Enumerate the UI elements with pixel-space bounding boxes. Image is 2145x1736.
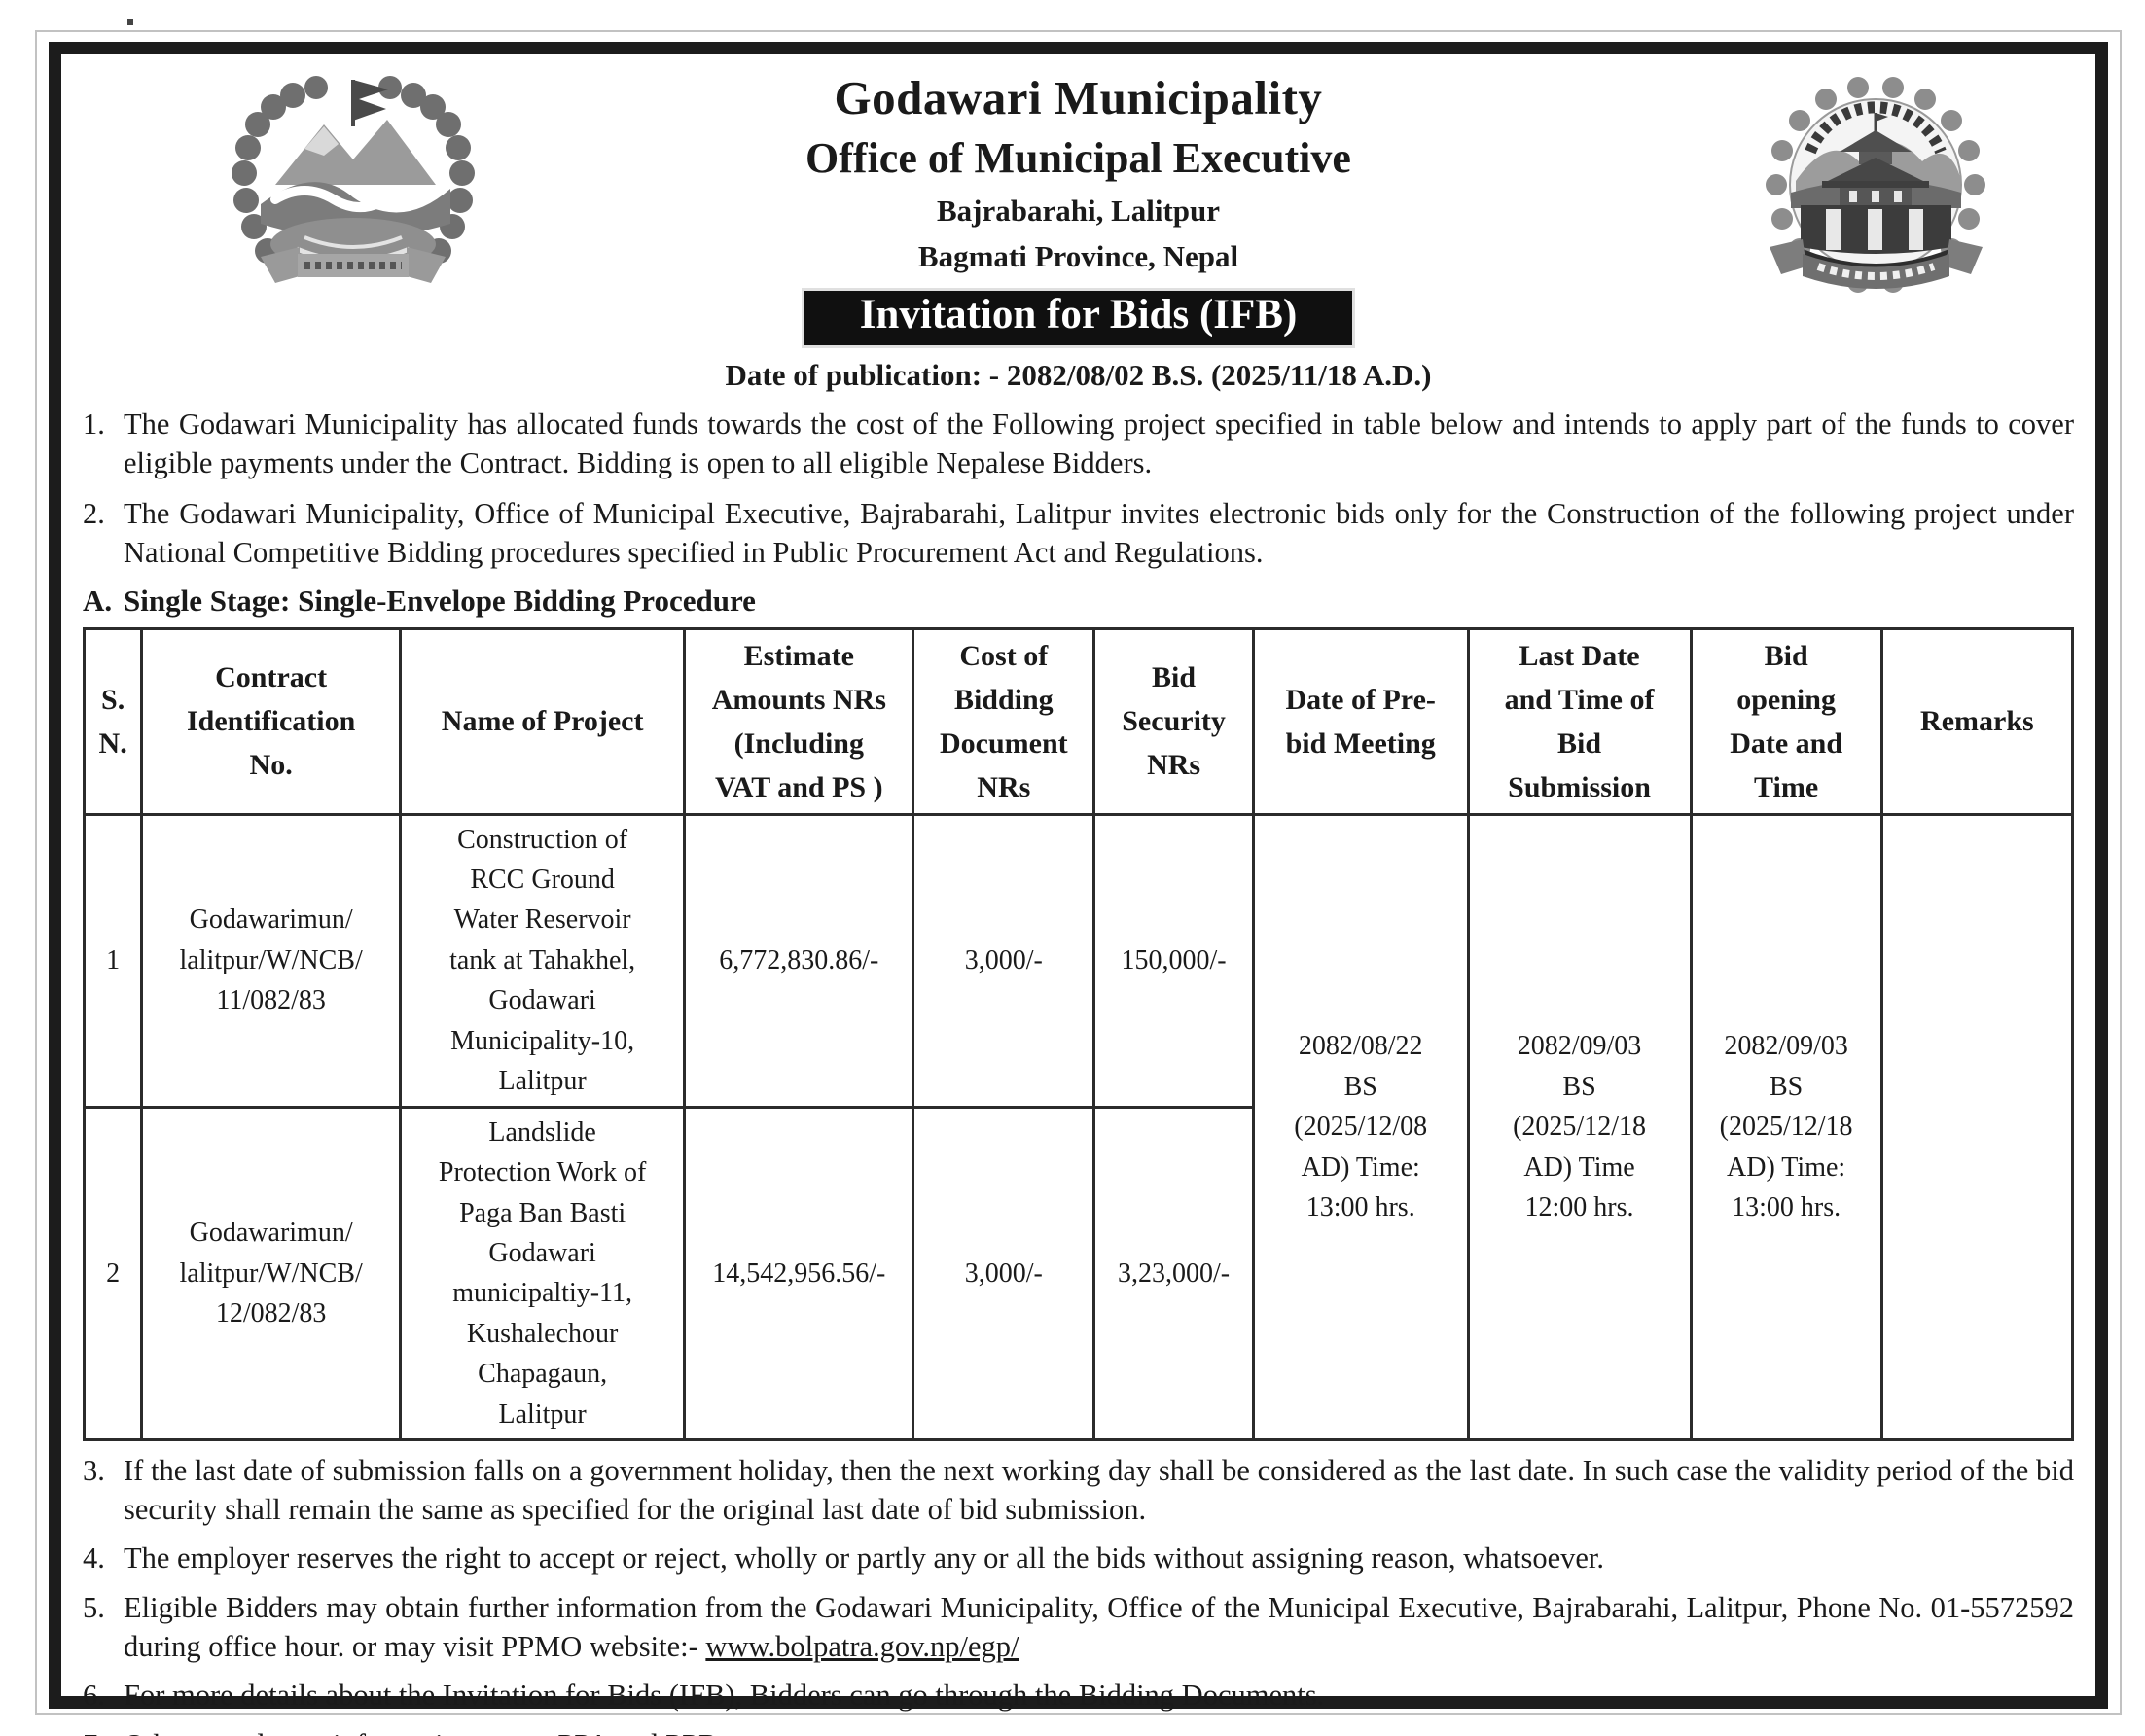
cell-prebid-meeting: 2082/08/22 BS (2025/12/08 AD) Time: 13:0… [1251, 812, 1470, 1442]
bids-table: S. N. Contract Identification No. Name o… [82, 626, 2075, 1442]
table-header-row: S. N. Contract Identification No. Name o… [82, 626, 2075, 816]
section-title: Single Stage: Single-Envelope Bidding Pr… [124, 583, 756, 618]
col-header-estimate: Estimate Amounts NRs (Including VAT and … [683, 626, 915, 816]
note-item-3: 3. If the last date of submission falls … [83, 1452, 2074, 1529]
scan-artifact-dot [127, 19, 133, 25]
cell-doc-cost: 3,000/- [912, 812, 1096, 1109]
cell-bid-security: 150,000/- [1092, 812, 1255, 1109]
scan-outer-line [35, 30, 2122, 1715]
nepal-coat-of-arms-icon [207, 66, 499, 290]
list-item-text: Eligible Bidders may obtain further info… [124, 1589, 2074, 1666]
cell-estimate: 14,542,956.56/- [683, 1105, 915, 1442]
cell-estimate: 6,772,830.86/- [683, 812, 915, 1109]
list-item-text: The Godawari Municipality has allocated … [124, 407, 2074, 479]
list-item-number: 1. [83, 407, 105, 441]
col-header-project-name: Name of Project [398, 626, 687, 816]
note-item-5: 5. Eligible Bidders may obtain further i… [83, 1589, 2074, 1666]
cell-sn: 2 [82, 1105, 144, 1442]
note-5-text: Eligible Bidders may obtain further info… [124, 1591, 2074, 1663]
cell-bid-opening: 2082/09/03 BS (2025/12/18 AD) Time: 13:0… [1689, 812, 1883, 1442]
list-item-number: 6. [83, 1679, 105, 1713]
province-line: Bagmati Province, Nepal [917, 239, 1239, 273]
col-header-prebid-meeting: Date of Pre- bid Meeting [1251, 626, 1470, 816]
note-item-7: 7. Other mandatory information as per PP… [83, 1726, 2074, 1736]
ifb-banner-title: Invitation for Bids (IFB) [801, 288, 1356, 348]
section-letter: A. [83, 583, 113, 618]
list-item-number: 2. [83, 497, 105, 531]
address-line: Bajrabarahi, Lalitpur [936, 194, 1221, 228]
cell-project-name: Construction of RCC Ground Water Reservo… [398, 812, 687, 1109]
list-item-number: 3. [83, 1454, 105, 1488]
col-header-bid-security: Bid Security NRs [1092, 626, 1255, 816]
col-header-bid-submission: Last Date and Time of Bid Submission [1466, 626, 1693, 816]
col-header-bid-opening: Bid opening Date and Time [1689, 626, 1883, 816]
cell-doc-cost: 3,000/- [912, 1105, 1096, 1442]
cell-sn: 1 [82, 812, 144, 1109]
list-item-text: For more details about the Invitation fo… [124, 1679, 1325, 1713]
title-block: Godawari Municipality Office of Municipa… [83, 58, 2074, 393]
cell-bid-submission: 2082/09/03 BS (2025/12/18 AD) Time 12:00… [1466, 812, 1693, 1442]
table-row: 1 Godawarimun/ lalitpur/W/NCB/ 11/082/83… [82, 812, 2075, 1442]
list-item-number: 5. [83, 1591, 105, 1625]
col-header-sn: S. N. [82, 626, 144, 816]
publication-date: Date of publication: - 2082/08/02 B.S. (… [725, 358, 1432, 392]
office-title: Office of Municipal Executive [805, 134, 1351, 182]
note-item-6: 6. For more details about the Invitation… [83, 1677, 2074, 1716]
intro-item-2: 2. The Godawari Municipality, Office of … [83, 495, 2074, 572]
note-item-4: 4. The employer reserves the right to ac… [83, 1540, 2074, 1578]
list-item-text: The Godawari Municipality, Office of Mun… [124, 497, 2074, 569]
col-header-contract-id: Contract Identification No. [140, 626, 402, 816]
list-item-text: The employer reserves the right to accep… [124, 1541, 1605, 1576]
cell-remarks [1879, 812, 2075, 1442]
list-item-number: 4. [83, 1541, 105, 1576]
cell-project-name: Landslide Protection Work of Paga Ban Ba… [398, 1105, 687, 1442]
col-header-doc-cost: Cost of Bidding Document NRs [912, 626, 1096, 816]
cell-contract-id: Godawarimun/ lalitpur/W/NCB/ 11/082/83 [140, 812, 402, 1109]
godawari-municipality-seal-icon [1742, 76, 2010, 309]
table-row: 2 Godawarimun/ lalitpur/W/NCB/ 12/082/83… [82, 1105, 2073, 1442]
notes-section: 3. If the last date of submission falls … [83, 1452, 2074, 1736]
list-item-text: Other mandatory information as per PPA a… [124, 1726, 2074, 1736]
intro-item-1: 1. The Godawari Municipality has allocat… [83, 406, 2074, 482]
document-header: Godawari Municipality Office of Municipa… [83, 58, 2074, 393]
document-border-frame: Godawari Municipality Office of Municipa… [49, 42, 2108, 1736]
list-item-number: 7. [83, 1726, 124, 1736]
section-a-heading: A. Single Stage: Single-Envelope Bidding… [83, 584, 2074, 619]
col-header-remarks: Remarks [1879, 626, 2075, 816]
list-item-text: If the last date of submission falls on … [124, 1454, 2074, 1526]
municipality-title: Godawari Municipality [834, 71, 1323, 124]
ppmo-website-link[interactable]: www.bolpatra.gov.np/egp/ [705, 1629, 1019, 1663]
cell-bid-security: 3,23,000/- [1092, 1105, 1255, 1442]
cell-contract-id: Godawarimun/ lalitpur/W/NCB/ 12/082/83 [140, 1105, 402, 1442]
